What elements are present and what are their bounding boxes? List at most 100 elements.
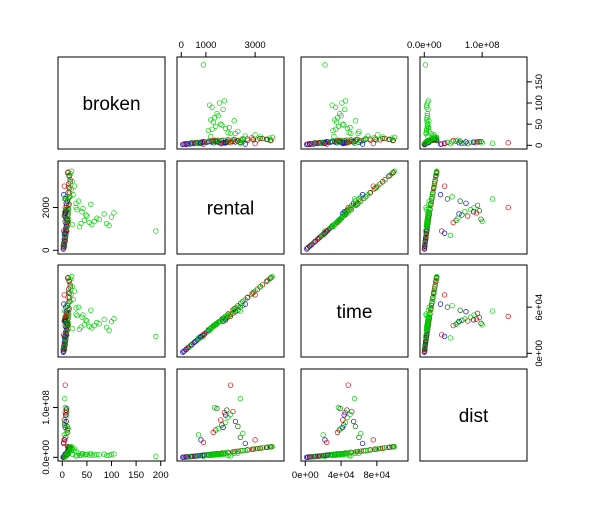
point-105-time-vs-rental: [227, 311, 234, 317]
point-113-dist-vs-broken: [75, 450, 82, 456]
point-66-broken-vs-time: [331, 133, 337, 140]
point-92-broken-vs-rental: [242, 141, 248, 147]
point-110-broken-vs-rental: [219, 122, 225, 128]
point-85-dist-vs-time: [320, 432, 326, 438]
panel-dist-vs-dist: [419, 368, 528, 462]
point-115-time-vs-broken: [88, 307, 94, 313]
point-58-broken-vs-dist: [428, 136, 434, 143]
point-109-dist-vs-broken: [91, 452, 97, 458]
point-38-time-vs-dist: [422, 347, 428, 353]
tick-label-rental-left-2000: 2000: [41, 197, 52, 218]
point-76-broken-vs-dist: [470, 139, 477, 146]
point-100-time-vs-rental: [220, 316, 226, 323]
point-53-dist-vs-time: [310, 453, 316, 460]
point-93-broken-vs-rental: [252, 140, 258, 147]
tick-label-broken-bottom-50: 50: [82, 470, 93, 481]
point-74-dist-vs-rental: [219, 422, 225, 428]
point-83-time-vs-broken: [62, 322, 68, 328]
tick-label-broken-right-150: 150: [534, 74, 545, 90]
point-39-broken-vs-rental: [188, 140, 195, 146]
panel-rental-vs-rental: [176, 160, 285, 255]
point-51-time-vs-dist: [433, 278, 439, 285]
point-93-time-vs-broken: [61, 292, 67, 298]
point-75-broken-vs-dist: [456, 140, 462, 146]
tick-label-broken-bottom-150: 150: [128, 470, 144, 481]
point-59-dist-vs-rental: [240, 447, 246, 454]
point-92-rental-vs-dist: [437, 192, 444, 198]
point-105-rental-vs-dist: [423, 204, 429, 211]
point-100-broken-vs-rental: [220, 106, 226, 112]
point-115-time-vs-dist: [426, 307, 432, 313]
point-72-broken-vs-dist: [473, 140, 480, 146]
tick-label-time-bottom-80000: 8e+04: [364, 470, 391, 481]
panel-time-vs-time: [300, 264, 409, 358]
point-63-dist-vs-rental: [269, 443, 275, 450]
point-113-time-vs-broken: [75, 304, 82, 310]
point-114-dist-vs-time: [342, 451, 349, 457]
point-114-broken-vs-dist: [425, 98, 431, 104]
point-65-rental-vs-broken: [71, 183, 78, 189]
point-82-dist-vs-broken: [64, 423, 70, 430]
panel-dist-vs-rental: [176, 368, 285, 462]
point-53-dist-vs-rental: [186, 453, 193, 460]
tick-label-broken-right-100: 100: [534, 95, 545, 111]
point-60-time-vs-broken: [68, 291, 74, 297]
point-113-rental-vs-dist: [426, 198, 432, 204]
panel-rental-vs-dist: [419, 160, 528, 255]
point-75-rental-vs-broken: [62, 211, 68, 217]
point-84-broken-vs-dist: [478, 138, 484, 145]
point-114-time-vs-rental: [221, 316, 228, 322]
point-104-broken-vs-rental: [225, 129, 231, 136]
point-54-broken-vs-time: [319, 140, 325, 146]
point-82-dist-vs-time: [352, 423, 359, 430]
point-85-time-vs-dist: [447, 335, 453, 341]
point-93-dist-vs-rental: [252, 437, 258, 443]
point-86-broken-vs-rental: [198, 140, 204, 146]
point-111-dist-vs-time: [333, 452, 339, 458]
point-51-time-vs-rental: [263, 278, 270, 285]
point-107-dist-vs-rental: [206, 452, 213, 459]
point-65-time-vs-broken: [71, 288, 78, 294]
point-60-time-vs-dist: [430, 291, 437, 297]
point-50-rental-vs-broken: [67, 179, 73, 185]
point-65-broken-vs-dist: [431, 132, 437, 138]
point-91-time-vs-dist: [489, 308, 496, 314]
point-61-time-vs-rental: [257, 283, 264, 290]
point-95-time-vs-broken: [84, 318, 90, 324]
point-68-rental-vs-dist: [462, 209, 468, 215]
point-95-broken-vs-rental: [218, 121, 224, 127]
point-111-time-vs-broken: [78, 324, 84, 330]
point-92-dist-vs-broken: [61, 440, 67, 447]
point-84-broken-vs-time: [337, 138, 343, 145]
tick-label-broken-bottom-100: 100: [104, 470, 120, 481]
point-55-rental-vs-broken: [63, 224, 69, 231]
point-53-time-vs-dist: [422, 343, 428, 350]
point-108-dist-vs-time: [337, 452, 343, 458]
point-47-broken-vs-time: [361, 137, 367, 143]
point-61-rental-vs-time: [380, 178, 386, 185]
point-78-dist-vs-rental: [210, 429, 216, 436]
point-107-time-vs-broken: [106, 327, 112, 333]
point-70-rental-vs-dist: [471, 204, 477, 211]
point-104-time-vs-broken: [74, 312, 80, 319]
point-110-rental-vs-dist: [425, 212, 431, 218]
point-103-broken-vs-rental: [205, 127, 212, 134]
point-60-broken-vs-dist: [430, 135, 437, 141]
point-84-dist-vs-broken: [64, 405, 70, 412]
point-84-time-vs-dist: [478, 320, 484, 326]
point-65-dist-vs-rental: [252, 446, 258, 452]
point-78-time-vs-broken: [65, 322, 71, 329]
point-115-rental-vs-dist: [426, 201, 432, 207]
point-71-broken-vs-dist: [465, 140, 471, 147]
point-76-rental-vs-dist: [470, 209, 477, 215]
point-18-dist-vs-time: [304, 454, 311, 460]
point-51-dist-vs-rental: [263, 444, 270, 451]
point-85-rental-vs-dist: [447, 232, 453, 238]
point-107-dist-vs-broken: [106, 452, 112, 459]
point-110-time-vs-broken: [83, 317, 89, 323]
point-92-broken-vs-dist: [437, 141, 444, 147]
point-115-broken-vs-dist: [426, 118, 432, 124]
point-113-time-vs-rental: [235, 304, 241, 310]
point-92-broken-vs-time: [359, 141, 366, 147]
point-91-rental-vs-dist: [489, 196, 496, 202]
